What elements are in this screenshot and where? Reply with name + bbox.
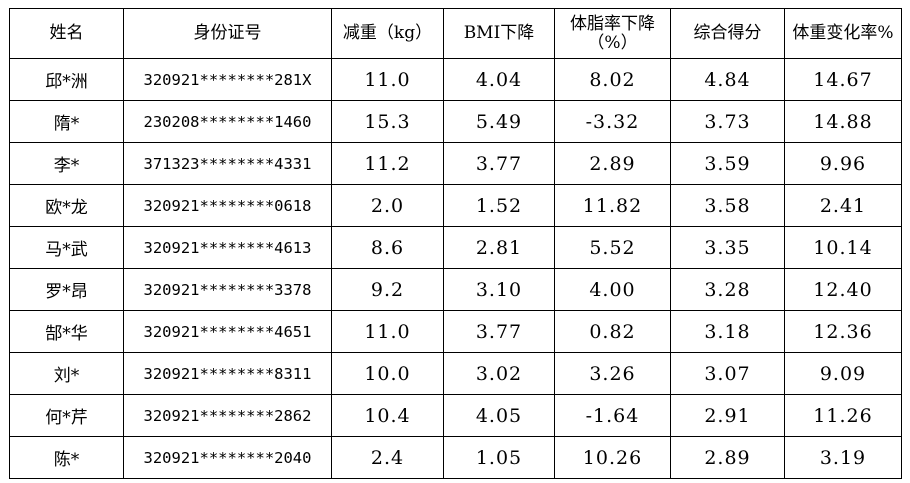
cell-name: 郜*华 — [9, 310, 124, 353]
cell-weight-loss: 11.0 — [331, 58, 444, 101]
cell-total-score: 3.59 — [670, 142, 785, 185]
cell-weight-change-rate: 3.19 — [784, 436, 902, 479]
cell-name: 刘* — [9, 352, 124, 395]
cell-bmi-drop: 3.77 — [443, 310, 555, 353]
cell-id-number: 320921********0618 — [123, 184, 332, 227]
cell-bmi-drop: 3.10 — [443, 268, 555, 311]
cell-bmi-drop: 4.04 — [443, 58, 555, 101]
cell-bmi-drop: 3.02 — [443, 352, 555, 395]
cell-weight-change-rate: 11.26 — [784, 394, 902, 437]
cell-total-score: 2.89 — [670, 436, 785, 479]
results-table: 姓名 身份证号 减重（kg） BMI下降 体脂率下降（%） 综合得分 体重变化率… — [9, 8, 902, 479]
table-body: 邱*洲 320921********281X 11.0 4.04 8.02 4.84 14.… — [9, 58, 902, 479]
cell-id-number: 320921********8311 — [123, 352, 332, 395]
header-weight-loss: 减重（kg） — [331, 8, 444, 59]
cell-body-fat-drop: -1.64 — [554, 394, 671, 437]
cell-id-number: 371323********4331 — [123, 142, 332, 185]
cell-bmi-drop: 1.52 — [443, 184, 555, 227]
cell-bmi-drop: 2.81 — [443, 226, 555, 269]
cell-weight-loss: 11.2 — [331, 142, 444, 185]
cell-name: 何*芹 — [9, 394, 124, 437]
header-body-fat-drop: 体脂率下降（%） — [554, 8, 671, 59]
cell-body-fat-drop: 2.89 — [554, 142, 671, 185]
cell-total-score: 2.91 — [670, 394, 785, 437]
cell-weight-change-rate: 9.09 — [784, 352, 902, 395]
table-row: 郜*华 320921********4651 11.0 3.77 0.82 3.18 12.… — [9, 310, 902, 353]
cell-id-number: 320921********4651 — [123, 310, 332, 353]
cell-body-fat-drop: 5.52 — [554, 226, 671, 269]
cell-weight-loss: 10.4 — [331, 394, 444, 437]
cell-total-score: 3.58 — [670, 184, 785, 227]
table-row: 何*芹 320921********2862 10.4 4.05 -1.64 2.91 11… — [9, 394, 902, 437]
cell-name: 邱*洲 — [9, 58, 124, 101]
cell-weight-loss: 2.4 — [331, 436, 444, 479]
table-row: 陈* 320921********2040 2.4 1.05 10.26 2.89 3.19 — [9, 436, 902, 479]
cell-weight-change-rate: 12.40 — [784, 268, 902, 311]
cell-weight-loss: 8.6 — [331, 226, 444, 269]
header-bmi-drop: BMI下降 — [443, 8, 555, 59]
cell-weight-loss: 11.0 — [331, 310, 444, 353]
header-total-score: 综合得分 — [670, 8, 785, 59]
cell-body-fat-drop: 8.02 — [554, 58, 671, 101]
cell-total-score: 4.84 — [670, 58, 785, 101]
cell-weight-loss: 2.0 — [331, 184, 444, 227]
table-row: 邱*洲 320921********281X 11.0 4.04 8.02 4.84 14.… — [9, 58, 902, 101]
cell-name: 马*武 — [9, 226, 124, 269]
cell-weight-change-rate: 2.41 — [784, 184, 902, 227]
header-name: 姓名 — [9, 8, 124, 59]
cell-weight-change-rate: 12.36 — [784, 310, 902, 353]
table-row: 马*武 320921********4613 8.6 2.81 5.52 3.35 10.1… — [9, 226, 902, 269]
cell-bmi-drop: 4.05 — [443, 394, 555, 437]
cell-name: 隋* — [9, 100, 124, 143]
cell-total-score: 3.73 — [670, 100, 785, 143]
cell-name: 李* — [9, 142, 124, 185]
cell-total-score: 3.18 — [670, 310, 785, 353]
cell-id-number: 320921********3378 — [123, 268, 332, 311]
cell-body-fat-drop: 11.82 — [554, 184, 671, 227]
cell-id-number: 320921********4613 — [123, 226, 332, 269]
cell-body-fat-drop: 10.26 — [554, 436, 671, 479]
cell-bmi-drop: 1.05 — [443, 436, 555, 479]
cell-weight-change-rate: 10.14 — [784, 226, 902, 269]
table-row: 罗*昂 320921********3378 9.2 3.10 4.00 3.28 12.4… — [9, 268, 902, 311]
cell-total-score: 3.07 — [670, 352, 785, 395]
cell-body-fat-drop: 0.82 — [554, 310, 671, 353]
header-row: 姓名 身份证号 减重（kg） BMI下降 体脂率下降（%） 综合得分 体重变化率… — [9, 8, 902, 59]
header-id-number: 身份证号 — [123, 8, 332, 59]
cell-body-fat-drop: -3.32 — [554, 100, 671, 143]
cell-body-fat-drop: 4.00 — [554, 268, 671, 311]
cell-weight-loss: 9.2 — [331, 268, 444, 311]
cell-body-fat-drop: 3.26 — [554, 352, 671, 395]
cell-weight-loss: 10.0 — [331, 352, 444, 395]
cell-weight-change-rate: 14.67 — [784, 58, 902, 101]
table-row: 欧*龙 320921********0618 2.0 1.52 11.82 3.58 2.4… — [9, 184, 902, 227]
cell-id-number: 320921********2040 — [123, 436, 332, 479]
cell-weight-change-rate: 9.96 — [784, 142, 902, 185]
cell-weight-loss: 15.3 — [331, 100, 444, 143]
cell-name: 欧*龙 — [9, 184, 124, 227]
table-row: 刘* 320921********8311 10.0 3.02 3.26 3.07 9.09 — [9, 352, 902, 395]
cell-total-score: 3.35 — [670, 226, 785, 269]
cell-weight-change-rate: 14.88 — [784, 100, 902, 143]
header-weight-change-rate: 体重变化率% — [784, 8, 902, 59]
table-row: 隋* 230208********1460 15.3 5.49 -3.32 3.73 14.… — [9, 100, 902, 143]
table-row: 李* 371323********4331 11.2 3.77 2.89 3.59 9.96 — [9, 142, 902, 185]
cell-id-number: 230208********1460 — [123, 100, 332, 143]
cell-name: 罗*昂 — [9, 268, 124, 311]
cell-name: 陈* — [9, 436, 124, 479]
cell-total-score: 3.28 — [670, 268, 785, 311]
cell-id-number: 320921********281X — [123, 58, 332, 101]
cell-bmi-drop: 3.77 — [443, 142, 555, 185]
cell-bmi-drop: 5.49 — [443, 100, 555, 143]
cell-id-number: 320921********2862 — [123, 394, 332, 437]
